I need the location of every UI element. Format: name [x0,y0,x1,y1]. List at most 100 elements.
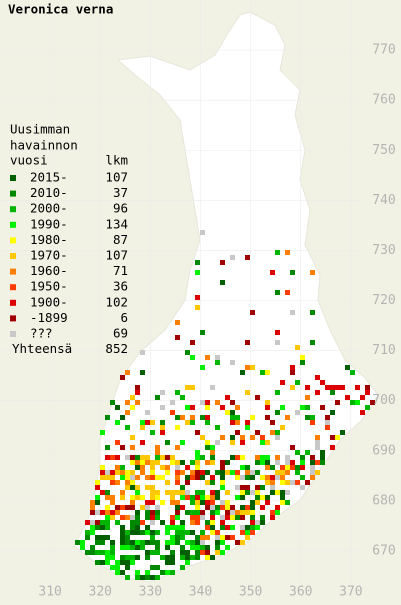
grid-square [325,385,330,390]
grid-square [125,455,130,460]
grid-square [195,465,200,470]
grid-square [200,540,205,545]
grid-square [230,415,235,420]
grid-square [155,490,160,495]
legend-count: 37 [113,185,128,200]
grid-square [130,515,135,520]
grid-square [195,495,200,500]
grid-square [275,410,280,415]
grid-square [215,550,220,555]
x-tick-label: 370 [339,585,362,600]
grid-square [260,505,265,510]
grid-square [210,520,215,525]
grid-square [205,440,210,445]
grid-square [95,525,100,530]
grid-square [260,370,265,375]
legend-swatch [10,299,16,306]
grid-square [305,415,310,420]
grid-square [210,495,215,500]
grid-square [275,455,280,460]
grid-square [265,460,270,465]
grid-square [240,510,245,515]
grid-square [305,480,310,485]
legend-label: 1970- [30,248,68,263]
legend-swatch [10,190,16,197]
grid-square [130,540,135,545]
grid-square [165,525,170,530]
grid-square [220,550,225,555]
grid-square [300,455,305,460]
grid-square [250,435,255,440]
grid-square [160,465,165,470]
grid-square [205,555,210,560]
grid-square [190,340,195,345]
grid-square [290,460,295,465]
grid-square [240,505,245,510]
grid-square [190,540,195,545]
grid-square [105,515,110,520]
grid-square [135,465,140,470]
grid-square [205,460,210,465]
grid-square [180,520,185,525]
grid-square [280,495,285,500]
grid-square [190,555,195,560]
grid-square [95,560,100,565]
grid-square [210,475,215,480]
grid-square [80,540,85,545]
grid-square [195,490,200,495]
grid-square [155,545,160,550]
grid-square [140,495,145,500]
finland-outline [73,11,379,583]
grid-square [245,365,250,370]
grid-square [105,555,110,560]
grid-square [135,540,140,545]
grid-square [125,545,130,550]
grid-square [170,535,175,540]
grid-square [235,510,240,515]
grid-square [335,385,340,390]
grid-square [175,445,180,450]
grid-square [215,425,220,430]
grid-square [130,545,135,550]
grid-square [195,455,200,460]
grid-square [270,475,275,480]
grid-square [265,415,270,420]
grid-square [210,460,215,465]
grid-square [170,410,175,415]
grid-square [180,530,185,535]
grid-square [120,570,125,575]
grid-square [130,475,135,480]
grid-square [220,435,225,440]
grid-square [315,435,320,440]
grid-square [155,445,160,450]
grid-square [210,480,215,485]
x-tick-label: 360 [289,585,312,600]
grid-square [275,435,280,440]
grid-square [235,420,240,425]
grid-square [240,515,245,520]
grid-square [260,435,265,440]
grid-square [215,360,220,365]
grid-square [330,410,335,415]
grid-square [205,525,210,530]
grid-square [190,515,195,520]
grid-square [285,465,290,470]
grid-square [225,460,230,465]
grid-square [245,465,250,470]
grid-square [205,480,210,485]
grid-square [325,420,330,425]
grid-square [310,475,315,480]
grid-square [275,290,280,295]
grid-square [200,330,205,335]
grid-square [155,515,160,520]
grid-square [195,305,200,310]
grid-square [220,515,225,520]
grid-square [145,550,150,555]
grid-square [320,455,325,460]
grid-square [275,460,280,465]
grid-square [215,495,220,500]
grid-square [170,490,175,495]
grid-square [320,450,325,455]
x-tick-label: 330 [139,585,162,600]
grid-square [135,485,140,490]
